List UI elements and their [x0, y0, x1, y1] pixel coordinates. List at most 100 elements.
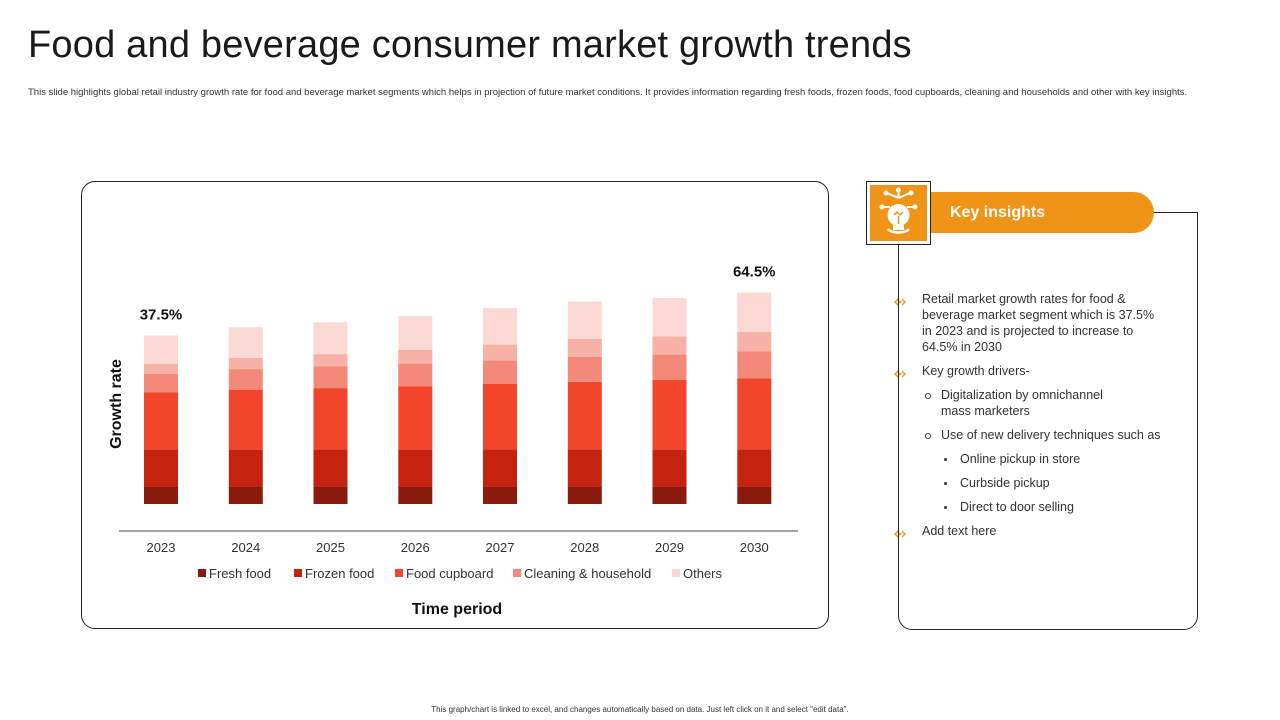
bar-2030-series-2[interactable] [737, 378, 772, 450]
legend: Fresh food Frozen food Food cupboard Cleani… [198, 566, 723, 581]
insights-header [900, 192, 1154, 233]
x-ticks-layer: 2023 2024 2025 2026 2027 2028 2029 2030 [147, 540, 769, 555]
bar-2023-series-2[interactable] [144, 392, 178, 450]
bullet-arrow-icon [893, 526, 907, 538]
insight-text: Digitalization by omnichannel [941, 388, 1103, 402]
bar-2026-series-2[interactable] [398, 386, 433, 450]
x-tick-label: 2027 [486, 540, 515, 555]
bar-2023-series-0[interactable] [144, 486, 178, 504]
legend-swatch [395, 569, 403, 577]
bullet-dot-icon [944, 506, 947, 509]
bar-2024-series-2[interactable] [228, 389, 263, 450]
bullet-dot-icon [944, 458, 947, 461]
bar-2028-series-2[interactable] [567, 381, 602, 450]
legend-label: Fresh food [209, 566, 271, 581]
bar-2027-series-3[interactable] [483, 360, 517, 384]
bullet-circle-icon [925, 433, 931, 439]
bar-2026-series-3[interactable] [398, 363, 433, 387]
bar-2027-series-1[interactable] [483, 449, 517, 487]
growth-chart[interactable]: 2023 2024 2025 2026 2027 2028 2029 2030 37.5% 64… [82, 182, 830, 630]
bullet-arrow-icon [893, 294, 907, 306]
page-subtitle: This slide highlights global retail indu… [28, 87, 1188, 98]
footer-note: This graph/chart is linked to excel, and… [431, 705, 849, 714]
bar-2029-series-1[interactable] [652, 449, 687, 487]
bar-2030-series-3[interactable] [737, 351, 772, 379]
legend-swatch [672, 569, 680, 577]
bar-2026-series-5[interactable] [398, 316, 433, 350]
insight-text: Add text here [922, 524, 997, 538]
bar-2027-series-5[interactable] [483, 308, 517, 345]
bar-2024-series-4[interactable] [228, 357, 263, 370]
y-axis-label: Growth rate [108, 359, 125, 449]
bar-2024-series-0[interactable] [228, 486, 263, 504]
chart-panel[interactable]: 2023 2024 2025 2026 2027 2028 2029 2030 37.5% 64… [81, 181, 829, 629]
bullet-dot-icon [944, 482, 947, 485]
bar-2025-series-5[interactable] [313, 322, 348, 355]
bar-2029-series-4[interactable] [652, 336, 687, 355]
insight-text: Direct to door selling [960, 500, 1074, 514]
legend-swatch [198, 569, 206, 577]
legend-swatch [294, 569, 302, 577]
x-axis-label: Time period [412, 601, 502, 618]
bar-2028-series-0[interactable] [567, 486, 602, 504]
bar-2029-series-2[interactable] [652, 379, 687, 450]
page-title: Food and beverage consumer market growth… [28, 24, 912, 66]
bars-layer [144, 292, 772, 504]
annotations-layer: 37.5% 64.5% [140, 264, 776, 324]
insight-text: Curbside pickup [960, 476, 1050, 490]
bar-2024-series-5[interactable] [228, 327, 263, 358]
x-tick-label: 2030 [740, 540, 769, 555]
bar-2029-series-5[interactable] [652, 297, 687, 337]
insight-text: mass marketers [941, 404, 1030, 418]
legend-label: Cleaning & household [524, 566, 651, 581]
legend-label: Food cupboard [406, 566, 493, 581]
bullet-arrow-icon [893, 366, 907, 378]
bar-2025-series-2[interactable] [313, 388, 348, 450]
bar-2027-series-0[interactable] [483, 486, 517, 504]
bar-2027-series-2[interactable] [483, 384, 517, 450]
bar-2028-series-4[interactable] [567, 338, 602, 357]
bar-2028-series-3[interactable] [567, 357, 602, 382]
bar-2028-series-1[interactable] [567, 449, 602, 487]
bar-2024-series-1[interactable] [228, 449, 263, 487]
x-tick-label: 2026 [401, 540, 430, 555]
bar-2023-series-4[interactable] [144, 363, 178, 374]
bar-2025-series-4[interactable] [313, 354, 348, 367]
bar-2023-series-3[interactable] [144, 374, 178, 393]
bar-2028-series-5[interactable] [567, 301, 602, 339]
bar-2030-series-5[interactable] [737, 292, 772, 332]
bar-2027-series-4[interactable] [483, 344, 517, 361]
insight-text: in 2023 and is projected to increase to [922, 324, 1134, 338]
bar-2026-series-1[interactable] [398, 449, 433, 487]
legend-label: Others [683, 566, 723, 581]
x-tick-label: 2028 [570, 540, 599, 555]
bar-2025-series-1[interactable] [313, 449, 348, 487]
bar-2029-series-0[interactable] [652, 486, 687, 504]
bar-2025-series-0[interactable] [313, 486, 348, 504]
x-tick-label: 2029 [655, 540, 684, 555]
bar-2030-series-1[interactable] [737, 449, 772, 487]
insight-text: 64.5% in 2030 [922, 340, 1002, 354]
bar-2026-series-4[interactable] [398, 350, 433, 364]
insight-text: Retail market growth rates for food & [922, 292, 1126, 306]
bar-2025-series-3[interactable] [313, 366, 348, 389]
bar-2023-series-5[interactable] [144, 335, 178, 364]
x-tick-label: 2024 [231, 540, 260, 555]
bullet-circle-icon [925, 393, 931, 399]
insights-icon-box [866, 181, 931, 245]
insight-text: Online pickup in store [960, 452, 1081, 466]
bar-2026-series-0[interactable] [398, 486, 433, 504]
data-label-2030: 64.5% [733, 264, 776, 281]
bar-2023-series-1[interactable] [144, 449, 178, 487]
x-tick-label: 2023 [147, 540, 176, 555]
data-label-2023: 37.5% [140, 307, 183, 324]
bar-2030-series-4[interactable] [737, 331, 772, 352]
insight-text: Use of new delivery techniques such as [941, 428, 1161, 442]
insights-title: Key insights [950, 204, 1046, 221]
insight-text: Key growth drivers- [922, 364, 1030, 378]
insights-frame [898, 212, 1198, 630]
legend-label: Frozen food [305, 566, 374, 581]
bar-2030-series-0[interactable] [737, 486, 772, 504]
bar-2024-series-3[interactable] [228, 369, 263, 390]
bar-2029-series-3[interactable] [652, 354, 687, 380]
